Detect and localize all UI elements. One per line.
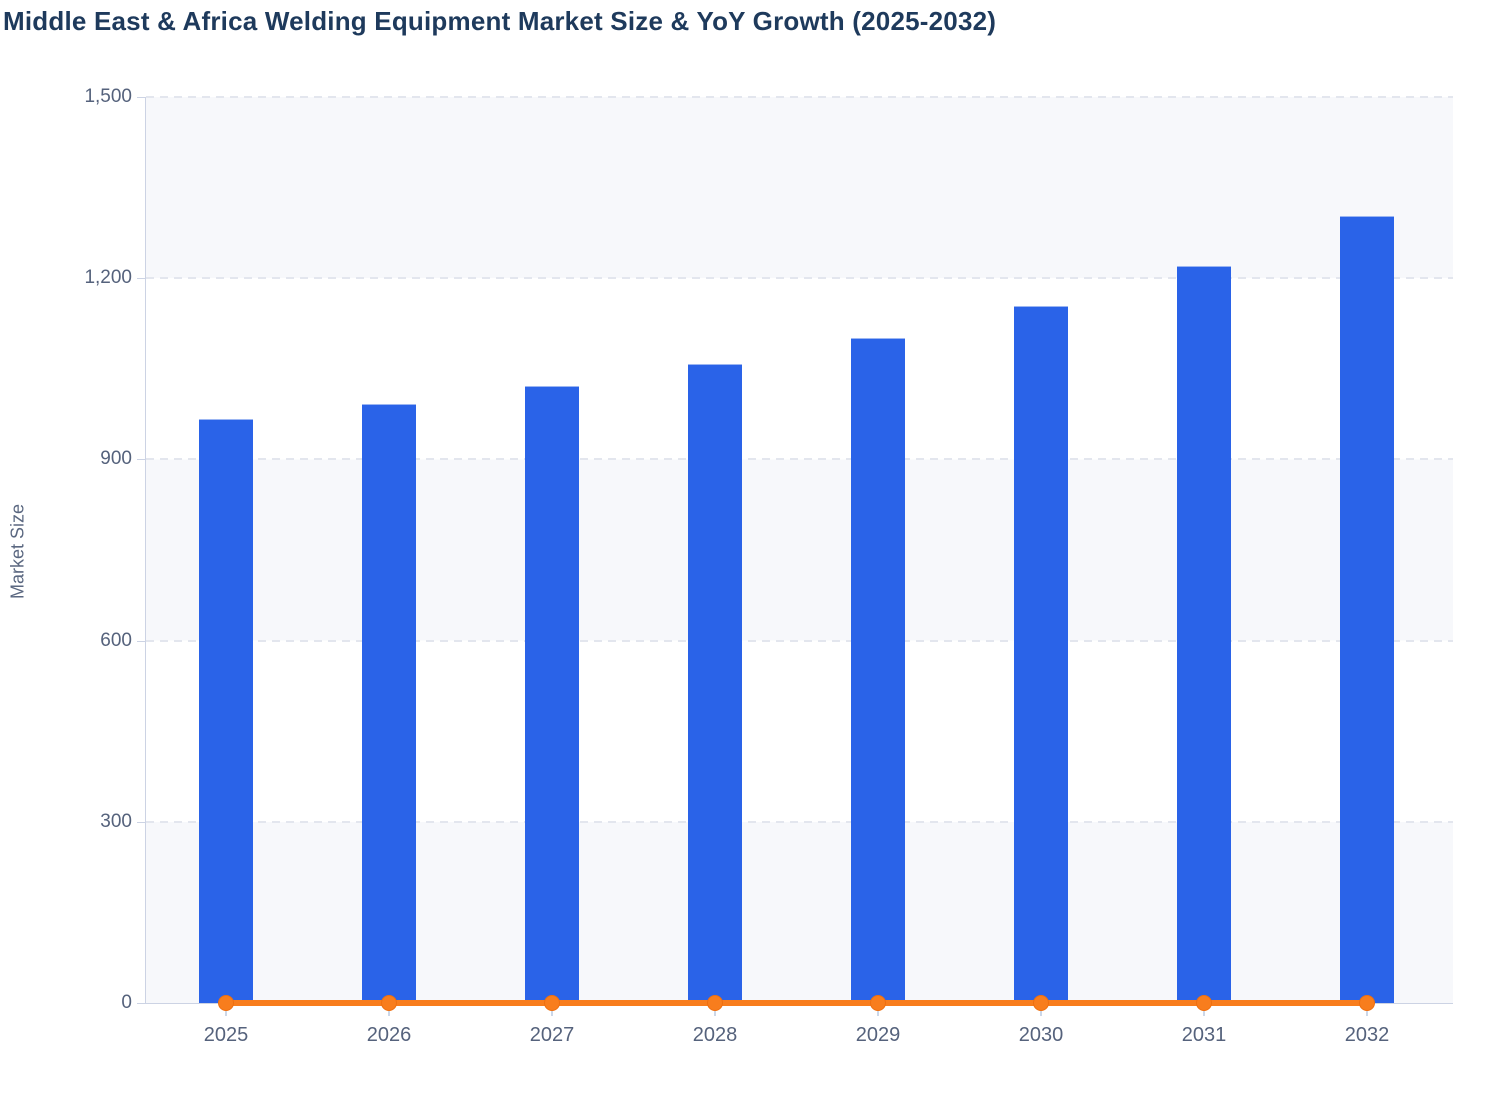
x-tick-label-2031: 2031 — [1181, 1024, 1227, 1046]
yoy-marker-2031[interactable] — [1196, 995, 1212, 1011]
x-tick-label-2029: 2029 — [855, 1024, 901, 1046]
y-tick-label-900: 900 — [100, 448, 132, 470]
bar-2032[interactable] — [1340, 216, 1394, 1003]
gridline-y-600 — [146, 639, 1453, 642]
y-axis-tick — [137, 459, 146, 461]
bar-2026[interactable] — [362, 404, 416, 1003]
bar-2025[interactable] — [199, 419, 253, 1003]
bar-2028[interactable] — [688, 364, 742, 1003]
yoy-marker-2027[interactable] — [544, 995, 560, 1011]
y-axis-tick — [137, 821, 146, 823]
plot-area: 0 300 600 900 1,200 1,500 2025 2026 2027 2028 2029… — [84, 86, 1453, 1046]
y-tick-label-1200: 1,200 — [84, 267, 132, 289]
y-tick-label-0: 0 — [121, 992, 132, 1013]
gridline-y-1200 — [146, 277, 1453, 280]
chart-title: Middle East & Africa Welding Equipment M… — [3, 6, 997, 36]
y-axis-tick — [137, 1003, 146, 1004]
yoy-marker-2028[interactable] — [707, 995, 723, 1011]
y-axis-tick — [137, 278, 146, 280]
y-tick-label-600: 600 — [100, 629, 132, 651]
bar-2027[interactable] — [525, 385, 579, 1003]
bar-2031[interactable] — [1177, 265, 1231, 1003]
x-tick-label-2032: 2032 — [1344, 1024, 1390, 1046]
yoy-growth-line[interactable] — [226, 1000, 1367, 1006]
y-axis-tick — [137, 640, 146, 642]
y-tick-label-300: 300 — [100, 810, 132, 832]
gridline-y-300 — [146, 820, 1453, 823]
yoy-marker-2032[interactable] — [1359, 995, 1375, 1011]
x-tick-label-2027: 2027 — [529, 1024, 575, 1046]
yoy-marker-2030[interactable] — [1033, 995, 1049, 1011]
gridline-y-900 — [146, 458, 1453, 461]
bar-2029[interactable] — [851, 337, 905, 1003]
gridline-y-1500 — [146, 96, 1453, 98]
bar-2030[interactable] — [1014, 306, 1068, 1003]
yoy-marker-2025[interactable] — [218, 995, 234, 1011]
x-tick-label-2025: 2025 — [203, 1024, 249, 1046]
yoy-marker-2026[interactable] — [381, 995, 397, 1011]
x-tick-label-2028: 2028 — [692, 1024, 738, 1046]
y-tick-label-1500: 1,500 — [84, 86, 132, 107]
y-axis-tick — [137, 97, 146, 98]
yoy-marker-2029[interactable] — [870, 995, 886, 1011]
x-tick-label-2026: 2026 — [366, 1024, 412, 1046]
y-axis-title: Market Size — [7, 503, 28, 600]
x-tick-label-2030: 2030 — [1018, 1024, 1064, 1046]
